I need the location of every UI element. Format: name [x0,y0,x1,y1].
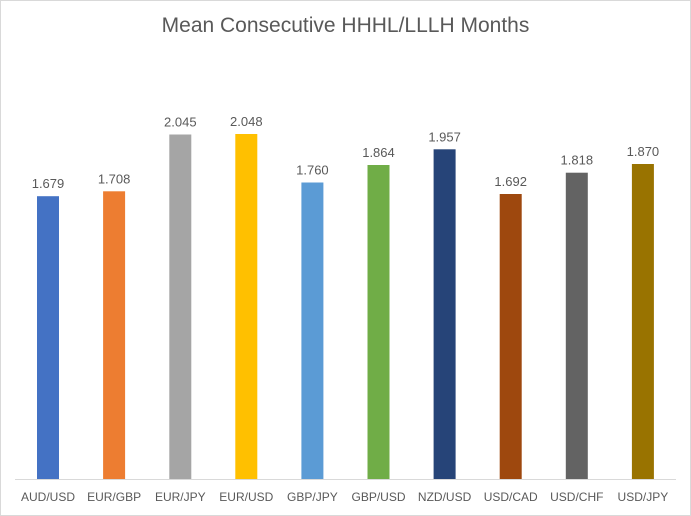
data-label-gbp-usd: 1.864 [362,145,395,160]
bar-gbp-jpy [301,182,324,479]
category-label-usd-chf: USD/CHF [550,490,603,504]
bar-eur-jpy [169,134,192,479]
bar-eur-gbp [103,191,126,480]
data-label-gbp-jpy: 1.760 [296,163,329,178]
category-labels-group: AUD/USD EUR/GBP EUR/JPY EUR/USD GBP/JPY GBP/U… [21,490,668,504]
bar-nzd-usd [433,149,456,480]
category-label-aud-usd: AUD/USD [21,490,75,504]
category-label-nzd-usd: NZD/USD [418,490,472,504]
bar-eur-usd [235,134,258,479]
data-label-eur-jpy: 2.045 [164,115,197,130]
bar-usd-jpy [631,164,654,479]
data-label-eur-usd: 2.048 [230,114,263,129]
category-label-eur-usd: EUR/USD [219,490,273,504]
category-label-eur-jpy: EUR/JPY [155,490,206,504]
bar-usd-chf [565,172,588,479]
bar-aud-usd [37,196,59,479]
data-labels-group: 1.679 1.708 2.045 2.048 1.760 1.864 1.957 1.692… [32,114,659,191]
category-label-gbp-jpy: GBP/JPY [287,490,338,504]
bar-usd-cad [499,194,522,479]
chart-title: Mean Consecutive HHHL/LLLH Months [161,14,530,37]
bar-gbp-usd [367,165,390,479]
category-label-usd-jpy: USD/JPY [618,490,669,504]
data-label-usd-chf: 1.818 [561,153,594,168]
data-label-eur-gbp: 1.708 [98,171,131,186]
data-label-aud-usd: 1.679 [32,176,65,191]
bars-group [37,134,654,480]
data-label-usd-cad: 1.692 [494,174,527,189]
data-label-nzd-usd: 1.957 [428,129,461,144]
category-label-gbp-usd: GBP/USD [351,490,405,504]
data-label-usd-jpy: 1.870 [627,144,660,159]
category-label-eur-gbp: EUR/GBP [87,490,141,504]
category-label-usd-cad: USD/CAD [484,490,538,504]
